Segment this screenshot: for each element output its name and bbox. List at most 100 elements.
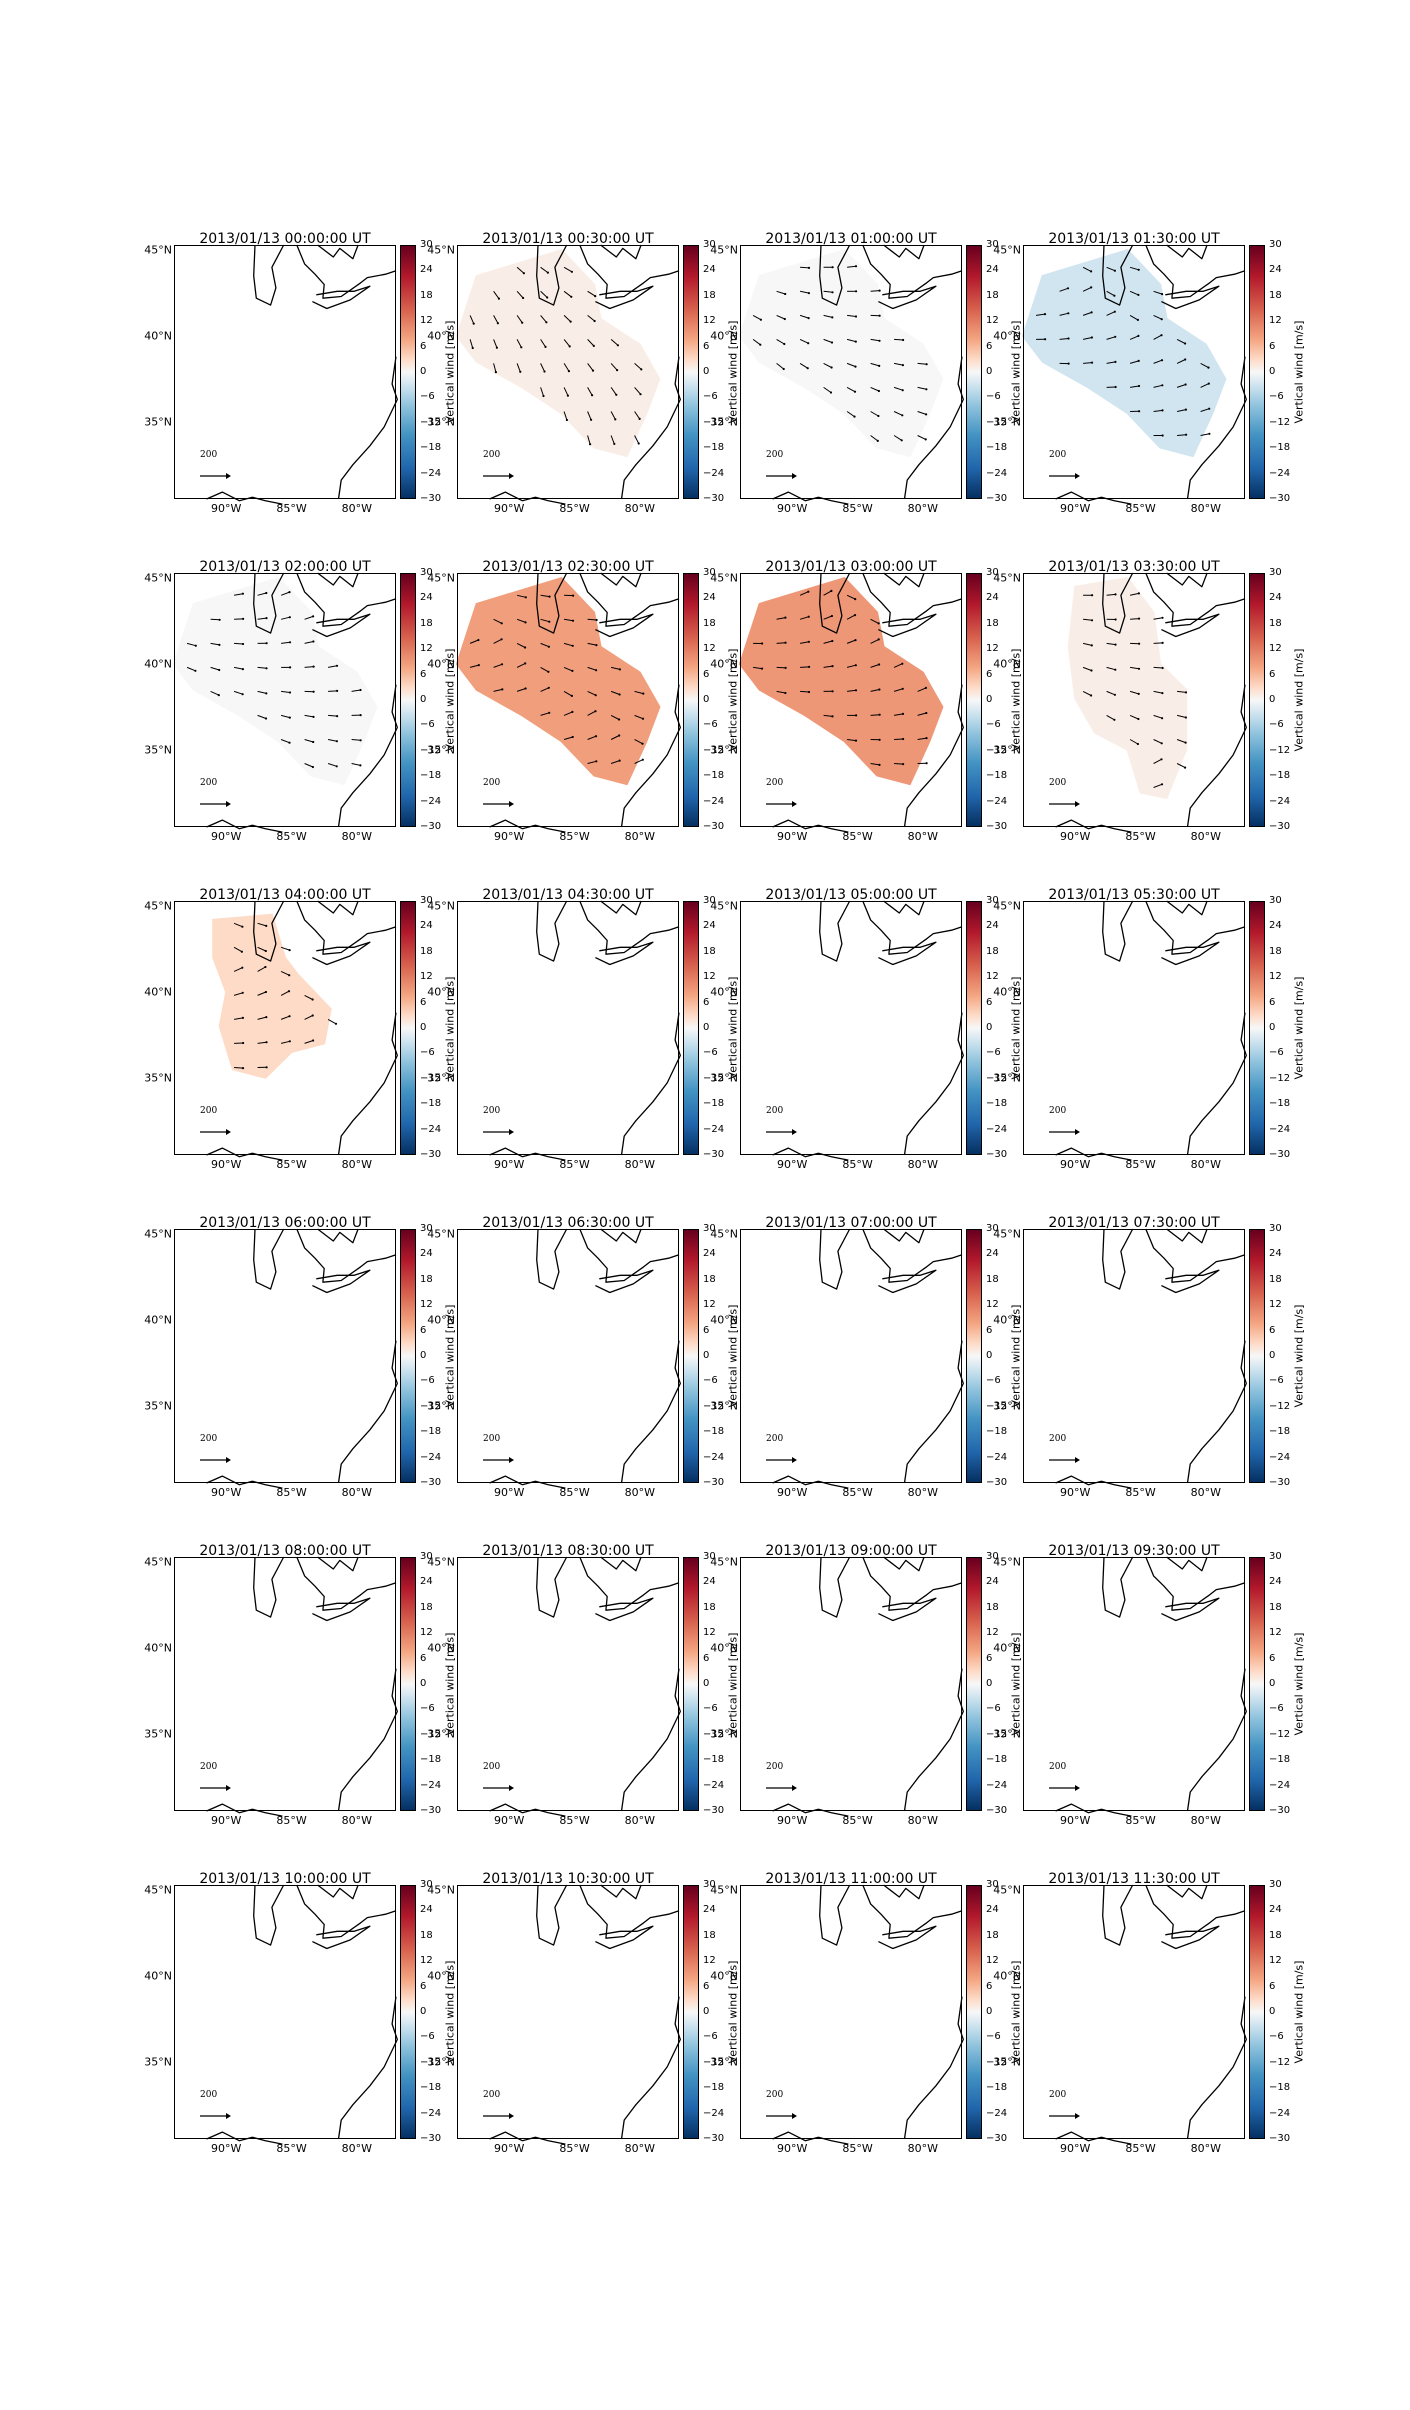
colorbar-tick-label: 30 xyxy=(420,1879,433,1890)
wind-vector xyxy=(281,690,291,693)
wind-vector-head xyxy=(878,364,881,367)
quiver-key-arrowhead xyxy=(226,1785,231,1791)
wind-vector-head xyxy=(1067,312,1070,315)
wind-vector-head xyxy=(334,1022,338,1025)
colorbar xyxy=(683,1885,699,2139)
wind-vector xyxy=(893,435,902,441)
colorbar xyxy=(966,1885,982,2139)
map-panel: 2013/01/13 08:00:00 UT 200 45°N 40°N 35°N 90°… xyxy=(144,1543,474,1843)
quiver-key-label: 200 xyxy=(200,1762,217,1772)
colorbar-tick-label: 24 xyxy=(1269,1248,1282,1260)
lat-tick-label: 45°N xyxy=(427,1883,455,1897)
colorbar-tick-label: −24 xyxy=(986,795,1008,807)
colorbar-tick-label: 6 xyxy=(703,996,710,1008)
wind-vector-head xyxy=(547,686,550,689)
wind-vector-head xyxy=(1137,268,1140,271)
wind-vector xyxy=(846,594,856,600)
wind-vector xyxy=(540,712,550,716)
colorbar-tick-label: 24 xyxy=(420,264,433,276)
colorbar-tick-label: −18 xyxy=(1269,1754,1291,1766)
colorbar xyxy=(966,245,982,499)
lat-tick-label: 40°N xyxy=(710,657,738,671)
atlantic-coastline xyxy=(1186,684,1247,828)
lake-michigan-outline xyxy=(253,900,285,962)
colorbar xyxy=(400,1885,416,2139)
lake-erie-outline xyxy=(1161,1925,1220,1950)
colorbar-tick-label: −18 xyxy=(986,1426,1008,1438)
wind-vector xyxy=(516,662,526,668)
wind-vector-head xyxy=(312,690,315,693)
colorbar-tick-label: −6 xyxy=(1269,2031,1284,2043)
wind-vector-head xyxy=(591,369,595,372)
colorbar-tick-label: 6 xyxy=(420,340,427,352)
wind-vector xyxy=(870,763,880,766)
wind-vector xyxy=(280,739,290,744)
wind-vector xyxy=(917,386,927,390)
wind-vector xyxy=(870,714,880,716)
wind-vector-head xyxy=(901,662,904,665)
atlantic-coastline xyxy=(620,1012,681,1156)
wind-vector xyxy=(610,735,620,740)
lon-tick-label: 85°W xyxy=(842,2142,873,2155)
wind-vector xyxy=(257,1016,267,1020)
great-lakes-outline xyxy=(862,1228,963,1283)
colorbar-tick-label: −18 xyxy=(986,1754,1008,1766)
lon-tick-label: 80°W xyxy=(341,1814,372,1827)
wind-vector-head xyxy=(287,990,291,993)
lake-erie-outline xyxy=(595,285,654,310)
quiver-key-arrowhead xyxy=(1075,801,1080,807)
wind-vector xyxy=(634,411,641,420)
lake-michigan-outline xyxy=(253,244,285,306)
wind-vector xyxy=(870,689,880,692)
wind-vector xyxy=(1176,739,1186,744)
colorbar-tick-label: −24 xyxy=(1269,467,1291,479)
atlantic-coastline xyxy=(620,1340,681,1484)
wind-vector-head xyxy=(784,691,787,695)
wind-vectors xyxy=(1036,266,1211,437)
quiver-key-label: 200 xyxy=(766,450,783,460)
wind-vector-head xyxy=(641,717,645,720)
panel-title: 2013/01/13 03:00:00 UT xyxy=(765,559,937,575)
georgian-bay-outline xyxy=(883,1556,925,1572)
lon-tick-label: 80°W xyxy=(624,2142,655,2155)
wind-vector xyxy=(563,363,570,372)
colorbar-tick-label: 18 xyxy=(703,289,716,301)
colorbar-tick-label: 18 xyxy=(986,1929,999,1941)
wind-vector xyxy=(280,946,290,951)
colorbar-tick-label: 24 xyxy=(703,1248,716,1260)
wind-vector-head xyxy=(1090,619,1094,622)
lon-tick-label: 80°W xyxy=(1190,830,1221,843)
wind-vector xyxy=(917,687,927,692)
wind-vector-head xyxy=(807,292,810,295)
lat-tick-label: 45°N xyxy=(710,1227,738,1241)
wind-vector xyxy=(469,664,479,668)
lon-tick-label: 85°W xyxy=(842,1158,873,1171)
colorbar-tick-label: 24 xyxy=(1269,920,1282,932)
wind-vector xyxy=(563,387,569,396)
colorbar-tick-label: −24 xyxy=(420,1451,442,1463)
lake-michigan-outline xyxy=(536,900,568,962)
wind-vectors xyxy=(752,265,928,442)
map-panel: 2013/01/13 03:30:00 UT 200 45°N 40°N 35°N 90°… xyxy=(993,559,1323,859)
wind-vector xyxy=(1176,763,1186,769)
quiver-key-arrowhead xyxy=(792,2113,797,2119)
atlantic-coastline xyxy=(1186,1340,1247,1484)
wind-vectors xyxy=(469,594,645,764)
quiver-key-arrowhead xyxy=(226,1129,231,1135)
great-lakes-outline xyxy=(862,572,963,627)
wind-vector-head xyxy=(831,715,834,718)
colorbar-tick-label: 18 xyxy=(986,617,999,629)
colorbar-tick-label: −24 xyxy=(703,2107,725,2119)
wind-vector xyxy=(257,617,267,620)
wind-vector-head xyxy=(613,442,616,445)
colorbar xyxy=(966,1229,982,1483)
quiver-key-label: 200 xyxy=(766,1762,783,1772)
map-axes: 200 xyxy=(738,572,964,833)
map-axes: 200 xyxy=(455,244,681,505)
colorbar xyxy=(400,901,416,1155)
colorbar-tick-label: −24 xyxy=(420,795,442,807)
quiver-key-arrowhead xyxy=(1075,2113,1080,2119)
lake-erie-outline xyxy=(1161,285,1220,310)
wind-vector xyxy=(186,642,196,647)
wind-vector-head xyxy=(1137,359,1140,362)
